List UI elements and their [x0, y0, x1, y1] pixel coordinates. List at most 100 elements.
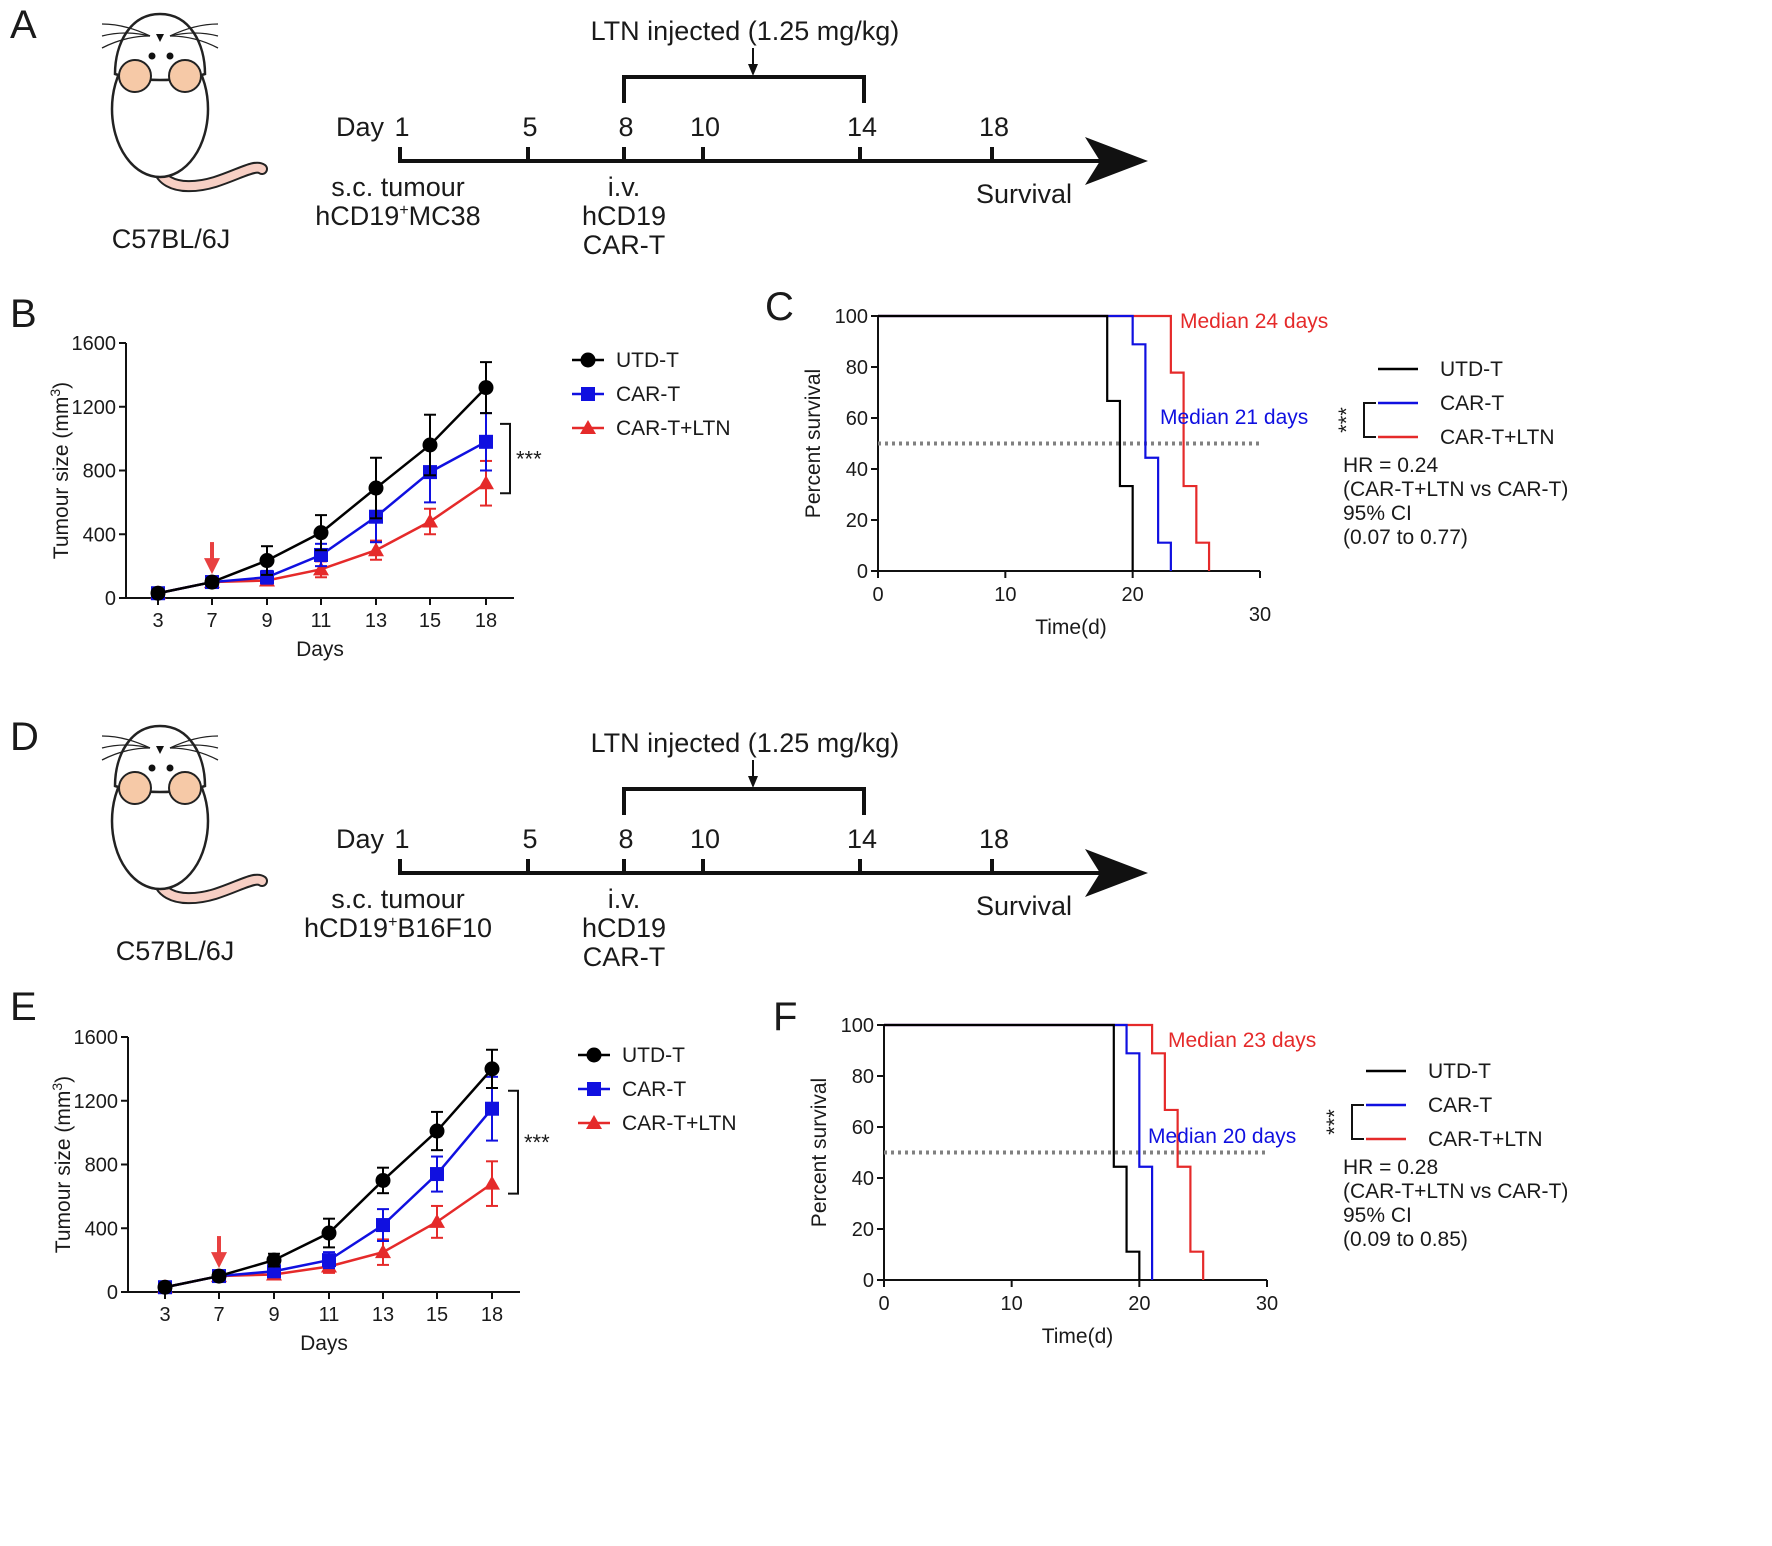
survival-curve-CAR-T+LTN — [884, 1023, 1205, 1280]
x-tick-label: 15 — [426, 1304, 448, 1326]
x-tick-label: 13 — [365, 610, 387, 632]
panel-B-chart: B 0 400 800 1200 1600 3 7 9 11 13 15 18 Days Tumour si… — [10, 292, 731, 661]
iv-label-line: CAR-T — [583, 942, 666, 972]
iv-label-line: hCD19 — [582, 201, 666, 231]
mouse-ear-left — [118, 59, 152, 93]
x-tick-label: 30 — [1256, 1293, 1278, 1315]
mouse-illustration — [101, 724, 268, 905]
significance-bracket — [508, 1089, 519, 1195]
ltn-bracket — [622, 787, 866, 815]
data-point-UTD-T — [313, 525, 329, 541]
y-axis-label: Tumour size (mm3) — [49, 1076, 75, 1253]
panel-E-chart: E 0 400 800 1200 1600 3 7 9 11 13 15 18 Days Tumour si… — [10, 985, 737, 1355]
mouse-ear-right — [168, 59, 202, 93]
ltn-injection-label: LTN injected (1.25 mg/kg) — [591, 728, 900, 758]
y-axis-label: Tumour size (mm3) — [47, 382, 73, 559]
ltn-injection-label: LTN injected (1.25 mg/kg) — [591, 16, 900, 46]
data-point-UTD-T — [422, 437, 438, 453]
data-point-UTD-T — [368, 480, 384, 496]
survival-curve-UTD-T — [878, 314, 1134, 571]
significance-bracket — [1351, 1104, 1364, 1140]
data-point-UTD-T — [157, 1279, 173, 1295]
y-tick-label: 60 — [846, 408, 868, 430]
y-tick-label: 60 — [852, 1117, 874, 1139]
hazard-ratio-text: HR = 0.28 — [1343, 1156, 1438, 1179]
data-point-CAR-T+LTN — [375, 1244, 391, 1259]
mouse-whisker — [169, 744, 219, 749]
data-point-UTD-T — [259, 553, 275, 569]
significance-bracket — [500, 422, 511, 495]
legend-label: CAR-T — [1428, 1094, 1492, 1117]
y-tick-label: 800 — [83, 461, 116, 483]
significance-stars: *** — [1334, 407, 1359, 433]
x-tick-label: 10 — [1001, 1293, 1023, 1315]
panel-F-chart: F 0 20 40 60 80 100 0 10 20 30 Time(d) Percent survi… — [773, 995, 1568, 1348]
hazard-ratio-text: 95% CI — [1343, 1204, 1412, 1227]
median-annotation: Median 21 days — [1160, 406, 1308, 429]
x-tick-label: 7 — [213, 1304, 224, 1326]
y-tick-label: 40 — [846, 459, 868, 481]
timeline-arrowhead — [1085, 137, 1148, 185]
data-point-CAR-T — [479, 434, 493, 449]
mouse-ear-right — [168, 771, 202, 805]
panel-label: C — [765, 285, 794, 329]
survival-label: Survival — [976, 891, 1072, 921]
mouse-eye-right — [166, 52, 174, 60]
y-tick-label: 20 — [846, 510, 868, 532]
mouse-whisker — [101, 35, 151, 49]
legend-marker — [586, 1047, 602, 1063]
legend-label: CAR-T — [1440, 392, 1504, 415]
data-point-UTD-T — [321, 1225, 337, 1241]
data-point-CAR-T — [314, 547, 328, 562]
y-tick-label: 1200 — [74, 1091, 119, 1113]
legend-label: CAR-T+LTN — [616, 417, 731, 440]
mouse-eye-right — [166, 764, 174, 772]
mouse-whisker — [101, 32, 151, 37]
day-word: Day — [336, 824, 385, 854]
data-point-UTD-T — [211, 1268, 227, 1284]
mouse-illustration — [101, 12, 268, 193]
survival-label: Survival — [976, 179, 1072, 209]
legend-marker — [581, 387, 595, 401]
timeline-day-label: 8 — [618, 112, 633, 142]
survival-curve-CAR-T — [878, 314, 1172, 571]
y-tick-label: 0 — [863, 1270, 874, 1292]
tumour-line1: s.c. tumour — [331, 884, 465, 914]
timeline-day-label: 14 — [847, 112, 877, 142]
hazard-ratio-text: HR = 0.24 — [1343, 454, 1438, 477]
survival-curve-CAR-T+LTN — [878, 314, 1211, 571]
data-point-CAR-T+LTN — [484, 1175, 500, 1190]
data-point-CAR-T — [485, 1101, 499, 1116]
y-tick-label: 400 — [85, 1218, 118, 1240]
legend-marker — [580, 352, 596, 368]
iv-label-line: i.v. — [608, 172, 641, 202]
hazard-ratio-text: (0.09 to 0.85) — [1343, 1228, 1468, 1251]
y-tick-label: 400 — [83, 524, 116, 546]
treatment-arrow-head — [211, 1252, 227, 1269]
y-tick-label: 1600 — [72, 333, 117, 355]
y-tick-label: 0 — [105, 588, 116, 610]
x-tick-label: 10 — [994, 584, 1016, 606]
panel-label: B — [10, 292, 37, 336]
y-tick-label: 800 — [85, 1155, 118, 1177]
x-axis-label: Time(d) — [1042, 1325, 1114, 1348]
survival-curve-CAR-T — [884, 1023, 1154, 1280]
hazard-ratio-text: (CAR-T+LTN vs CAR-T) — [1343, 478, 1568, 501]
timeline-day-label: 18 — [979, 824, 1009, 854]
legend-label: CAR-T+LTN — [1440, 426, 1555, 449]
x-tick-label: 0 — [872, 584, 883, 606]
y-tick-label: 100 — [841, 1015, 874, 1037]
legend-label: UTD-T — [1440, 358, 1503, 381]
panel-D: D C57BL/6J LTN injected (1.25 mg/kg) Day 1 5 8… — [10, 715, 1148, 972]
data-point-CAR-T+LTN — [422, 513, 438, 528]
legend-label: CAR-T — [622, 1078, 686, 1101]
legend-label: UTD-T — [1428, 1060, 1491, 1083]
mouse-whisker — [169, 735, 219, 749]
day-word: Day — [336, 112, 385, 142]
y-tick-label: 80 — [852, 1066, 874, 1088]
data-point-UTD-T — [150, 585, 166, 601]
median-annotation: Median 24 days — [1180, 310, 1328, 333]
significance-bracket — [1363, 402, 1376, 438]
panel-label: A — [10, 3, 37, 47]
significance-stars: *** — [1322, 1109, 1347, 1135]
